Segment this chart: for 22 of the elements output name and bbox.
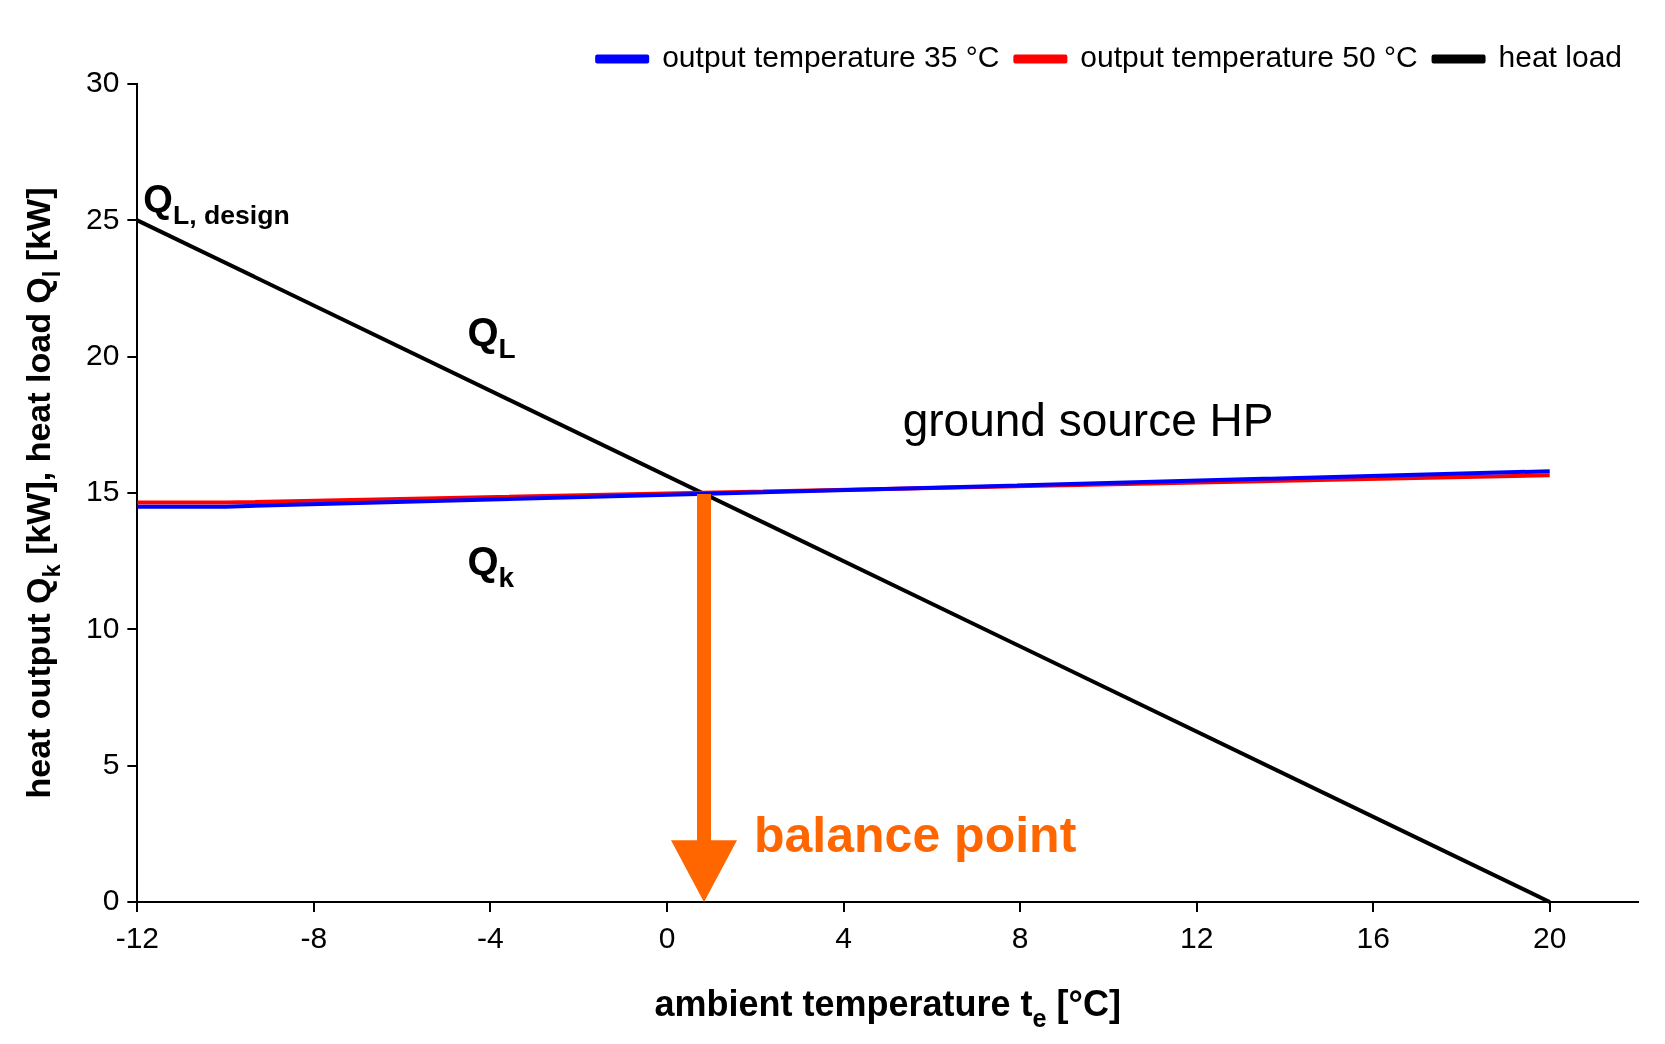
x-tick-label: -4 bbox=[477, 921, 504, 955]
x-tick-label: 4 bbox=[835, 921, 852, 955]
annotation: ground source HP bbox=[902, 393, 1274, 446]
legend-label: heat load bbox=[1498, 40, 1623, 74]
legend-label: output temperature 50 °C bbox=[1080, 40, 1418, 74]
x-tick-label: 16 bbox=[1356, 921, 1390, 955]
y-tick-label: 25 bbox=[85, 201, 120, 235]
y-tick-label: 10 bbox=[85, 610, 120, 644]
x-tick-label: 12 bbox=[1179, 921, 1214, 955]
annotation: balance point bbox=[754, 807, 1077, 863]
y-tick-label: 30 bbox=[85, 65, 120, 99]
x-tick-label: 20 bbox=[1533, 921, 1567, 955]
legend-label: output temperature 35 °C bbox=[662, 40, 1000, 74]
x-tick-label: 0 bbox=[658, 921, 676, 955]
y-axis-title: heat output Qk [kW], heat load Ql [kW] bbox=[19, 187, 66, 799]
y-tick-label: 5 bbox=[102, 746, 120, 780]
y-tick-label: 15 bbox=[85, 474, 120, 508]
y-tick-label: 20 bbox=[85, 337, 120, 371]
y-tick-label: 0 bbox=[102, 883, 120, 917]
x-tick-label: -8 bbox=[300, 921, 328, 955]
x-tick-label: -12 bbox=[115, 921, 160, 955]
x-tick-label: 8 bbox=[1011, 921, 1029, 955]
